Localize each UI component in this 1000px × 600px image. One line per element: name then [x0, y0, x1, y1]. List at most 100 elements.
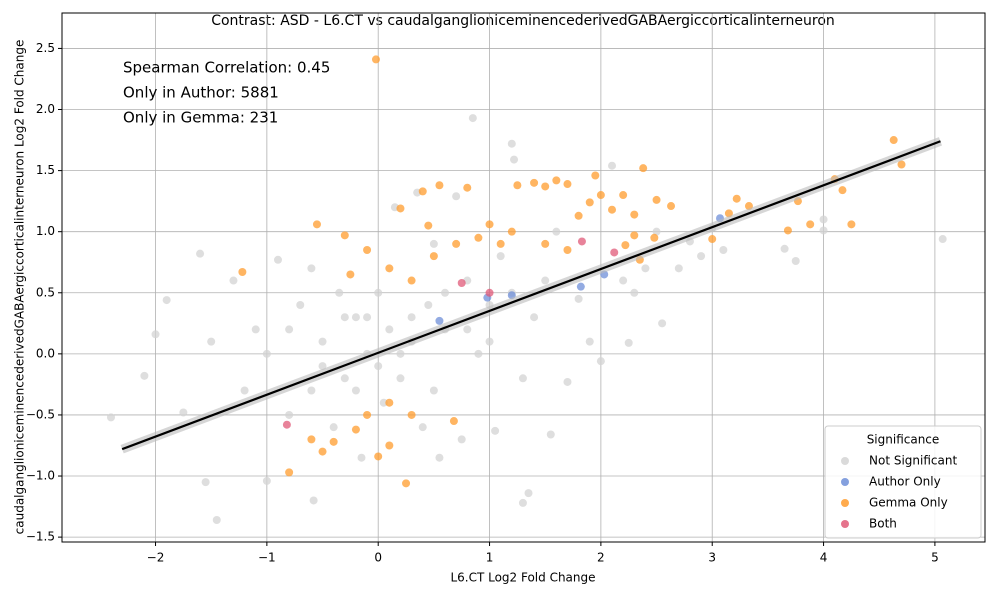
scatter-point — [285, 410, 294, 419]
scatter-point — [496, 252, 505, 261]
scatter-point — [530, 178, 539, 187]
scatter-point — [318, 447, 327, 456]
scatter-point — [441, 288, 450, 297]
scatter-point — [307, 386, 316, 395]
scatter-point — [938, 235, 947, 244]
legend-label: Not Significant — [869, 454, 957, 468]
scatter-point — [307, 435, 316, 444]
scatter-point — [507, 139, 516, 148]
scatter-point — [396, 349, 405, 358]
legend-title: Significance — [867, 433, 940, 447]
scatter-point — [363, 246, 372, 255]
scatter-point — [619, 191, 628, 200]
scatter-point — [309, 496, 318, 505]
x-tick-label: −2 — [147, 551, 165, 565]
scatter-point — [610, 248, 619, 257]
scatter-point — [563, 377, 572, 386]
scatter-point — [396, 374, 405, 383]
scatter-point — [429, 386, 438, 395]
scatter-point — [329, 423, 338, 432]
scatter-point — [485, 337, 494, 346]
scatter-point — [819, 226, 828, 235]
scatter-point — [780, 244, 789, 253]
scatter-point — [418, 423, 427, 432]
y-axis-label: caudalganglioniceminencederivedGABAergic… — [13, 40, 27, 535]
scatter-point — [140, 371, 149, 380]
x-tick-label: 4 — [820, 551, 828, 565]
scatter-point — [435, 316, 444, 325]
scatter-point — [282, 420, 291, 429]
x-tick-label: 5 — [931, 551, 939, 565]
scatter-point — [596, 191, 605, 200]
scatter-point — [585, 337, 594, 346]
scatter-point — [732, 194, 741, 203]
scatter-point — [318, 362, 327, 371]
scatter-point — [719, 246, 728, 255]
legend-box — [824, 425, 982, 539]
y-tick-label: 2.0 — [36, 102, 55, 116]
y-tick-label: 0.5 — [36, 285, 55, 299]
legend-label: Both — [869, 517, 897, 531]
scatter-point — [340, 231, 349, 240]
y-tick-label: 1.0 — [36, 224, 55, 238]
scatter-point — [452, 192, 461, 201]
scatter-point — [374, 452, 383, 461]
scatter-point — [385, 325, 394, 334]
scatter-point — [407, 410, 416, 419]
y-tick-label: −0.5 — [26, 407, 55, 421]
scatter-point — [452, 239, 461, 248]
x-axis-label: L6.CT Log2 Fold Change — [450, 571, 595, 585]
scatter-point — [507, 227, 516, 236]
scatter-point — [207, 337, 216, 346]
scatter-point — [385, 264, 394, 273]
legend-marker — [841, 478, 849, 486]
scatter-point — [630, 231, 639, 240]
scatter-point — [463, 183, 472, 192]
scatter-point — [608, 161, 617, 170]
scatter-point — [407, 276, 416, 285]
legend-marker — [841, 520, 849, 528]
scatter-point — [340, 374, 349, 383]
scatter-point — [318, 337, 327, 346]
scatter-point — [371, 55, 380, 64]
scatter-point — [374, 288, 383, 297]
x-tick-label: 1 — [486, 551, 494, 565]
scatter-point — [652, 195, 661, 204]
scatter-point — [630, 210, 639, 219]
scatter-point — [838, 186, 847, 195]
scatter-point — [285, 468, 294, 477]
scatter-point — [530, 313, 539, 322]
scatter-point — [585, 198, 594, 207]
scatter-point — [307, 264, 316, 273]
annotation: Only in Gemma: 231 — [123, 109, 278, 127]
scatter-point — [312, 220, 321, 229]
scatter-point — [273, 255, 282, 264]
x-tick-label: 2 — [597, 551, 605, 565]
scatter-point — [106, 413, 115, 422]
scatter-point — [541, 276, 550, 285]
annotation: Only in Author: 5881 — [123, 84, 279, 102]
scatter-point — [639, 164, 648, 173]
scatter-point — [435, 453, 444, 462]
y-tick-label: 2.5 — [36, 41, 55, 55]
scatter-point — [385, 398, 394, 407]
scatter-point — [897, 160, 906, 169]
scatter-point — [285, 325, 294, 334]
scatter-point — [596, 357, 605, 366]
scatter-point — [340, 313, 349, 322]
scatter-point — [418, 187, 427, 196]
scatter-point — [262, 349, 271, 358]
scatter-point — [641, 264, 650, 273]
scatter-point — [346, 270, 355, 279]
scatter-point — [708, 235, 717, 244]
y-tick-label: 1.5 — [36, 163, 55, 177]
legend-marker — [841, 457, 849, 465]
legend-label: Author Only — [869, 475, 941, 489]
x-tick-label: −1 — [258, 551, 276, 565]
scatter-point — [510, 155, 519, 164]
scatter-point — [335, 288, 344, 297]
scatter-point — [407, 313, 416, 322]
x-tick-label: 0 — [374, 551, 382, 565]
plot-frame — [61, 12, 986, 543]
scatter-point — [363, 410, 372, 419]
